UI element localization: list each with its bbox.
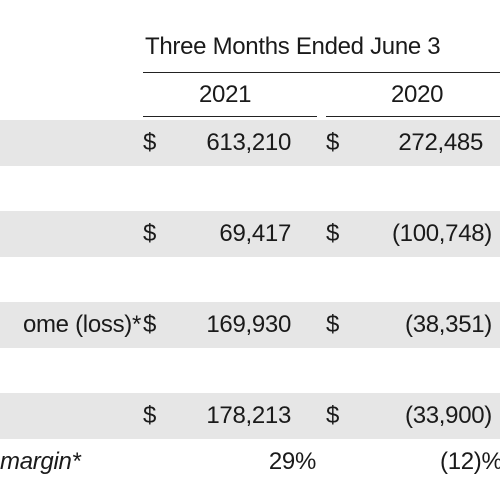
row-5-value-2021: 29% <box>268 448 316 475</box>
row-5-value-2020: (12)% <box>440 448 500 475</box>
row-4-currency-2020: $ <box>326 402 340 429</box>
row-3-value-2021: 169,930 <box>206 311 291 338</box>
year-header-rule-2020 <box>326 116 500 117</box>
row-3-label: ome (loss)* <box>22 311 141 338</box>
row-1-value-2021: 613,210 <box>206 129 291 156</box>
period-header-rule <box>143 72 500 73</box>
year-header-2021: 2021 <box>199 81 252 108</box>
row-4-value-2021: 178,213 <box>206 402 291 429</box>
row-band-2 <box>0 211 500 257</box>
row-band-4 <box>0 393 500 439</box>
row-1-value-2020: 272,485 <box>398 129 483 156</box>
row-3-currency-2021: $ <box>143 311 157 338</box>
row-1-currency-2020: $ <box>326 129 340 156</box>
row-1-currency-2021: $ <box>143 129 157 156</box>
row-3-currency-2020: $ <box>326 311 340 338</box>
row-4-value-2020: (33,900) <box>405 402 492 429</box>
period-header: Three Months Ended June 3 <box>145 33 441 60</box>
row-4-currency-2021: $ <box>143 402 157 429</box>
row-band-3 <box>0 302 500 348</box>
year-header-2020: 2020 <box>391 81 444 108</box>
row-2-currency-2021: $ <box>143 220 157 247</box>
row-5-label: margin* <box>0 448 81 475</box>
row-2-value-2020: (100,748) <box>391 220 492 247</box>
row-2-currency-2020: $ <box>326 220 340 247</box>
year-header-rule-2021 <box>143 116 317 117</box>
row-band-1 <box>0 120 500 166</box>
row-3-value-2020: (38,351) <box>405 311 492 338</box>
row-2-value-2021: 69,417 <box>219 220 291 247</box>
